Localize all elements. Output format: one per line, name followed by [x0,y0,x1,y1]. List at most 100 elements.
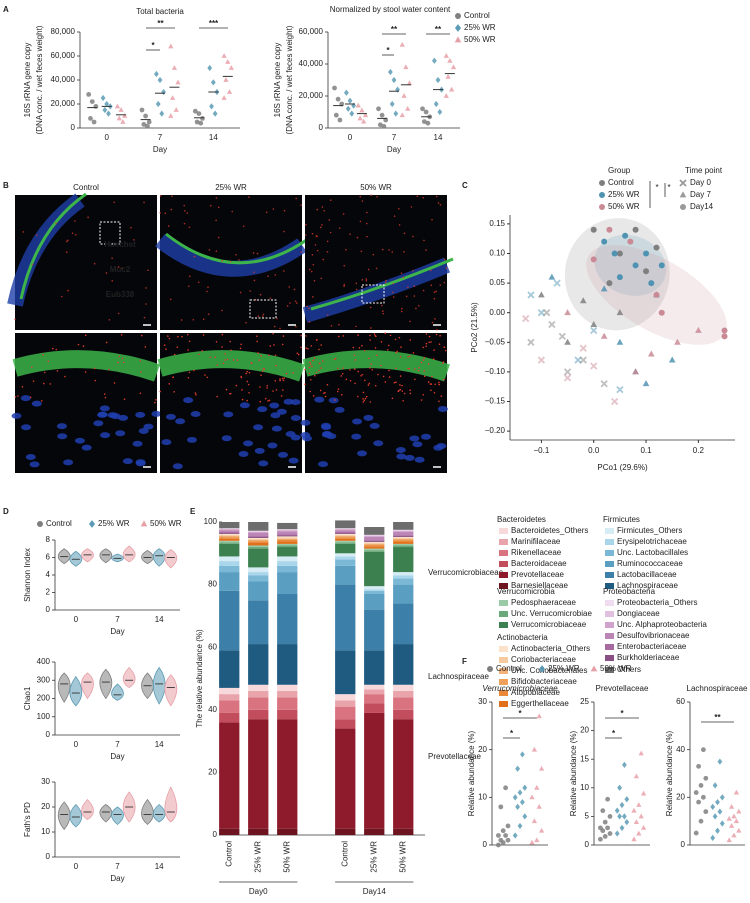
data-point [505,837,511,843]
y-tick-label: 0 [319,123,324,132]
bar-segment [277,719,298,829]
bar-segment [248,828,269,835]
bacteria [319,389,322,392]
data-point [210,79,216,86]
bacteria [309,363,312,366]
data-point [512,794,518,801]
data-point [531,818,538,824]
bacteria [409,389,411,392]
bar-segment [277,529,298,530]
bacteria [242,225,245,228]
bacteria [282,389,284,391]
bacteria [42,354,45,356]
bar-segment [335,536,356,538]
data-point [658,262,665,269]
bacteria [396,350,398,353]
data-point [574,356,582,364]
bar-segment [335,719,356,729]
data-point [139,107,145,113]
bar-segment [335,559,356,566]
bacteria [248,371,251,374]
mucus-layer [12,350,160,382]
bacteria [186,212,189,214]
bacteria [279,378,281,380]
bacteria [294,300,297,303]
bacteria [275,389,278,391]
data-point [616,274,623,281]
bacteria [117,266,120,268]
data-point [406,80,413,86]
legend-swatch [499,701,508,707]
bacteria [366,235,368,238]
bacteria [122,361,125,364]
bacteria [308,366,311,369]
bar-segment [364,545,385,548]
bacteria [269,345,272,347]
violin [99,668,113,700]
bar-segment [248,536,269,538]
bacteria [283,209,286,212]
data-point [173,107,179,112]
legend-label: 50% WR [464,35,496,44]
y-tick-label: 20 [580,726,589,735]
bacteria [321,224,323,226]
bar-segment [364,828,385,835]
legend-swatch [499,679,508,685]
bar-segment [219,534,240,536]
bacteria [414,378,416,381]
legend-label: Marinifilaceae [511,537,561,546]
legend-swatch [499,528,508,534]
data-point [498,804,504,810]
data-point [445,73,451,79]
data-point [736,827,742,833]
legend-swatch [499,611,508,617]
bacteria [300,334,303,337]
data-point [590,326,598,335]
bacteria [367,268,370,271]
bacteria [121,267,124,270]
data-point [643,268,650,275]
bar-segment [219,712,240,723]
data-point [563,374,572,382]
bacteria [338,227,341,229]
bacteria [362,398,364,400]
bar-segment [219,533,240,535]
data-point [647,350,655,357]
data-point [696,763,701,769]
bacteria [71,232,74,235]
legend-title: Group [608,166,631,175]
legend-swatch [605,561,614,567]
bacteria [84,334,87,337]
bacteria [330,325,333,327]
bacteria [232,359,235,361]
bacteria [357,395,359,398]
data-point [361,118,367,124]
y-tick-label: 100 [204,517,218,526]
nucleus [172,463,183,470]
bar-segment [335,650,356,695]
data-point [606,280,613,287]
bar-segment [335,542,356,544]
nucleus [269,402,280,409]
significance-label: * [518,709,522,718]
data-point [653,244,660,251]
bacteria [198,353,200,356]
nucleus [115,430,126,437]
bacteria [326,383,329,386]
bacteria [143,316,146,319]
y-tick-label: −0.20 [485,426,506,435]
bacteria [340,393,343,396]
bar-segment [277,691,298,698]
data-point [726,815,732,821]
data-point [600,380,608,388]
legend-label: Rikenellaceae [511,548,562,557]
data-point [114,103,121,109]
bar-segment [393,532,414,536]
y-axis-label: Chao1 [23,686,32,710]
data-point [617,784,622,791]
violin [69,675,83,707]
bacteria [342,213,345,215]
x-tick-label: −0.1 [533,446,549,455]
data-point [141,122,147,127]
bacteria [341,372,344,375]
